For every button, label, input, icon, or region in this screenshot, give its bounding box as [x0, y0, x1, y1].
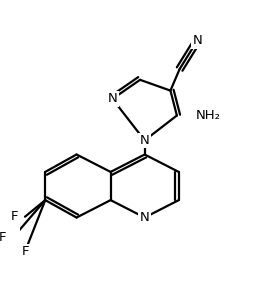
Text: F: F	[0, 231, 7, 244]
Text: F: F	[21, 245, 29, 258]
Text: N: N	[140, 211, 150, 224]
Text: N: N	[192, 34, 202, 47]
Text: N: N	[140, 134, 150, 147]
Text: NH₂: NH₂	[196, 109, 221, 122]
Text: N: N	[108, 92, 117, 105]
Text: F: F	[11, 210, 19, 223]
